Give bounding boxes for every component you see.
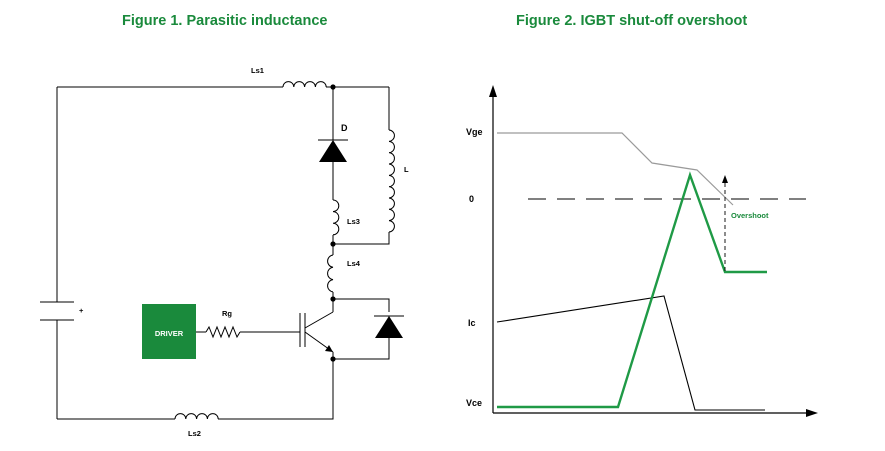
junction-dot [330,296,336,302]
driver-label: DRIVER [155,329,184,338]
junction-dot [330,84,336,90]
l-branch-wire [333,87,390,245]
battery-symbol [40,301,74,321]
ls2-inductor [174,413,219,420]
rg-label: Rg [222,309,232,318]
figure1-title: Figure 1. Parasitic inductance [122,13,328,29]
diode-d [318,139,348,162]
bottom-wire [57,352,334,420]
junction-dots [330,84,336,362]
ls3-inductor [332,199,340,236]
l-inductor [388,129,395,233]
plus-label: + [79,306,84,315]
ls3-label: Ls3 [347,217,360,226]
overshoot-label: Overshoot [731,211,769,220]
zero-label: 0 [469,194,474,204]
freewheel-diode [374,315,404,338]
junction-dot [330,241,336,247]
rg-resistor [205,325,241,339]
waveform-diagram: Vge 0 Ic Vce Overshoot [466,85,818,417]
vce-label: Vce [466,398,482,408]
freewheel-wire [333,298,390,360]
vge-trace [497,132,734,206]
ic-label: Ic [468,318,476,328]
circuit-diagram [40,81,404,420]
overshoot-arrow [722,175,728,183]
l-label: L [404,165,409,174]
y-axis-arrow [489,85,497,97]
ls2-label: Ls2 [188,429,201,438]
igbt-transistor [299,311,334,353]
x-axis-arrow [806,409,818,417]
driver-box [142,304,196,359]
vge-label: Vge [466,127,483,137]
ls1-label: Ls1 [251,66,264,75]
figure2-title: Figure 2. IGBT shut-off overshoot [516,13,748,29]
junction-dot [330,356,336,362]
ic-vce-black-trace [496,295,765,411]
green-trace [497,171,767,409]
ls1-inductor [282,81,327,88]
d-label: D [341,123,348,133]
ls4-label: Ls4 [347,259,361,268]
ls4-inductor [327,254,334,293]
